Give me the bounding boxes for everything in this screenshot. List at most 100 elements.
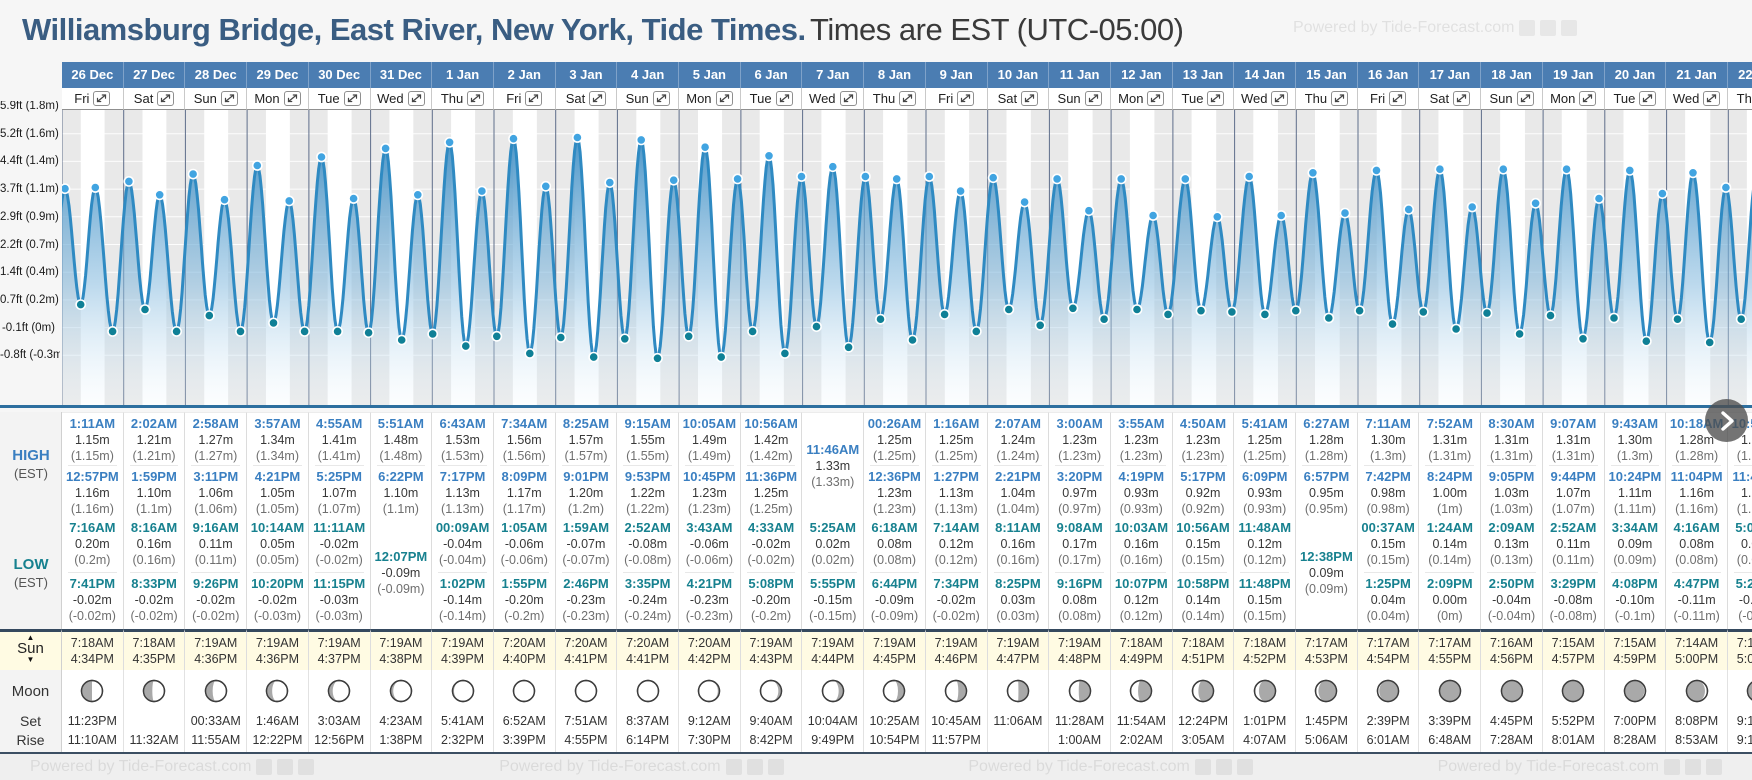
- tide-height: 0.14m: [1432, 537, 1468, 551]
- expand-day-button[interactable]: [93, 91, 111, 106]
- tide-time: 6:44PM: [871, 576, 918, 591]
- expand-day-button[interactable]: [1516, 91, 1534, 106]
- watermark-icon: [767, 759, 784, 775]
- watermark-bottom: Powered by Tide-Forecast.com: [30, 758, 315, 776]
- tide-entry: 6:22PM 1.10m (1.1m): [371, 466, 432, 518]
- expand-day-button[interactable]: [467, 91, 485, 106]
- sunrise-time: 7:13AM: [1736, 636, 1752, 650]
- high-tide-cell: 3:57AM 1.34m (1.34m) 4:21PM 1.05m (1.05m): [247, 412, 309, 517]
- expand-day-button[interactable]: [589, 91, 607, 106]
- day-column: 1 Jan Thu 6:43AM 1.53m (1.53m) 7:17PM 1.13m (1…: [432, 62, 494, 752]
- low-tide-cell: 1:24AM 0.14m (0.14m) 2:09PM 0.00m (0m): [1419, 517, 1482, 629]
- tide-entry: 9:53PM 1.22m (1.22m): [617, 466, 678, 518]
- expand-day-button[interactable]: [1207, 91, 1225, 106]
- tide-time: 9:05PM: [1488, 469, 1535, 484]
- expand-day-button[interactable]: [1147, 91, 1165, 106]
- expand-day-button[interactable]: [839, 91, 857, 106]
- moon-phase-cell: [864, 670, 926, 712]
- expand-day-button[interactable]: [1331, 91, 1349, 106]
- high-tide-cell: 1:16AM 1.25m (1.25m) 1:27PM 1.13m (1.13m): [925, 412, 988, 517]
- chart-column-area: [1666, 110, 1728, 412]
- tide-time: 2:46PM: [563, 576, 609, 591]
- expand-day-button[interactable]: [957, 91, 975, 106]
- expand-day-button[interactable]: [1389, 91, 1407, 106]
- tide-time: 5:51AM: [377, 416, 424, 431]
- expand-day-button[interactable]: [283, 91, 301, 106]
- chevron-right-icon: [1720, 410, 1734, 431]
- expand-day-button[interactable]: [343, 91, 361, 106]
- watermark-icon: [1540, 20, 1557, 36]
- weekday-label: Sat: [997, 91, 1018, 106]
- cell-divider: [561, 465, 611, 466]
- sun-times-cell: 7:17AM 4:55PM: [1419, 629, 1482, 670]
- tide-paren: (0.92m): [1181, 502, 1225, 516]
- moon-phase-cell: [740, 670, 803, 712]
- expand-day-button[interactable]: [1021, 91, 1039, 106]
- expand-day-button[interactable]: [715, 91, 733, 106]
- next-days-button[interactable]: [1705, 399, 1748, 442]
- low-tide-cell: 2:09AM 0.13m (0.13m) 2:50PM -0.04m (-0.04m): [1481, 517, 1543, 629]
- expand-day-button[interactable]: [1084, 91, 1102, 106]
- tide-time: 9:26PM: [192, 576, 239, 591]
- tide-paren: (1.13m): [441, 502, 485, 516]
- expand-icon: [411, 94, 421, 103]
- tide-height: 0.16m: [1123, 537, 1159, 551]
- weekday-cell: Sun: [185, 88, 248, 110]
- date-header: 6 Jan: [740, 62, 803, 88]
- tide-paren: (1.31m): [1489, 449, 1534, 463]
- sunset-time: 4:51PM: [1181, 652, 1225, 666]
- tide-paren: (1.3m): [1370, 449, 1407, 463]
- expand-day-button[interactable]: [899, 91, 917, 106]
- moonrise-time: 6:01AM: [1357, 731, 1420, 752]
- tide-height: -0.24m: [628, 593, 668, 607]
- tide-paren: (0.16m): [1119, 553, 1163, 567]
- tide-paren: (0.08m): [1736, 553, 1752, 567]
- tide-height: 0.17m: [1062, 537, 1097, 551]
- moonset-time: 5:52PM: [1542, 712, 1605, 731]
- moon-phase-cell: [1542, 670, 1605, 712]
- chart-column-area: [1481, 110, 1543, 412]
- expand-day-button[interactable]: [1453, 91, 1471, 106]
- moon-phase-cell: [1234, 670, 1297, 712]
- tide-height: 1.23m: [1062, 433, 1097, 447]
- expand-day-button[interactable]: [407, 91, 425, 106]
- expand-icon: [1583, 94, 1593, 103]
- tide-height: 1.31m: [1555, 433, 1591, 447]
- sun-row-label: ▲ Sun ▼: [0, 629, 62, 670]
- moonrise-time: 8:28AM: [1604, 731, 1667, 752]
- tide-entry: 3:20PM 0.97m (0.97m): [1049, 466, 1110, 518]
- expand-day-button[interactable]: [220, 91, 238, 106]
- tide-time: 11:48AM: [1238, 520, 1292, 535]
- sunrise-time: 7:17AM: [1366, 636, 1410, 650]
- expand-day-button[interactable]: [1579, 91, 1597, 106]
- tide-entry: 3:43AM -0.06m (-0.06m): [679, 517, 740, 572]
- sunrise-time: 7:19AM: [749, 636, 793, 650]
- expand-day-button[interactable]: [1703, 91, 1721, 106]
- tide-time: 4:33AM: [747, 520, 795, 535]
- weekday-cell: Tue: [740, 88, 803, 110]
- expand-day-button[interactable]: [1639, 91, 1657, 106]
- tide-paren: (1.16m): [1675, 502, 1719, 516]
- expand-day-button[interactable]: [525, 91, 543, 106]
- tide-time: 9:53PM: [624, 469, 671, 484]
- tide-paren: (-0.2m): [504, 609, 545, 623]
- moonrise-row-label: Rise: [0, 731, 62, 752]
- tide-entry: 5:41AM 1.25m (1.25m): [1234, 413, 1295, 465]
- moon-phase-cell: [1172, 670, 1235, 712]
- day-column: 4 Jan Sun 9:15AM 1.55m (1.55m) 9:53PM 1.22m (1…: [617, 62, 680, 752]
- tide-paren: (0.14m): [1428, 553, 1472, 567]
- expand-day-button[interactable]: [1271, 91, 1289, 106]
- tide-time: 1:55PM: [501, 576, 548, 591]
- expand-day-button[interactable]: [652, 91, 670, 106]
- tide-entry: 11:36PM 1.25m (1.25m): [741, 466, 802, 518]
- moonrise-time: 8:53AM: [1666, 731, 1728, 752]
- watermark-icon: [725, 759, 742, 775]
- weekday-label: Sat: [1429, 91, 1450, 106]
- expand-day-button[interactable]: [157, 91, 175, 106]
- day-column: 11 Jan Sun 3:00AM 1.23m (1.23m) 3:20PM 0.97m (…: [1049, 62, 1111, 752]
- cell-divider: [68, 465, 117, 466]
- day-column: 19 Jan Mon 9:07AM 1.31m (1.31m) 9:44PM 1.07m (…: [1542, 62, 1605, 752]
- tide-paren: (0.05m): [255, 553, 299, 567]
- tide-height: 1.06m: [198, 486, 234, 500]
- expand-day-button[interactable]: [775, 91, 793, 106]
